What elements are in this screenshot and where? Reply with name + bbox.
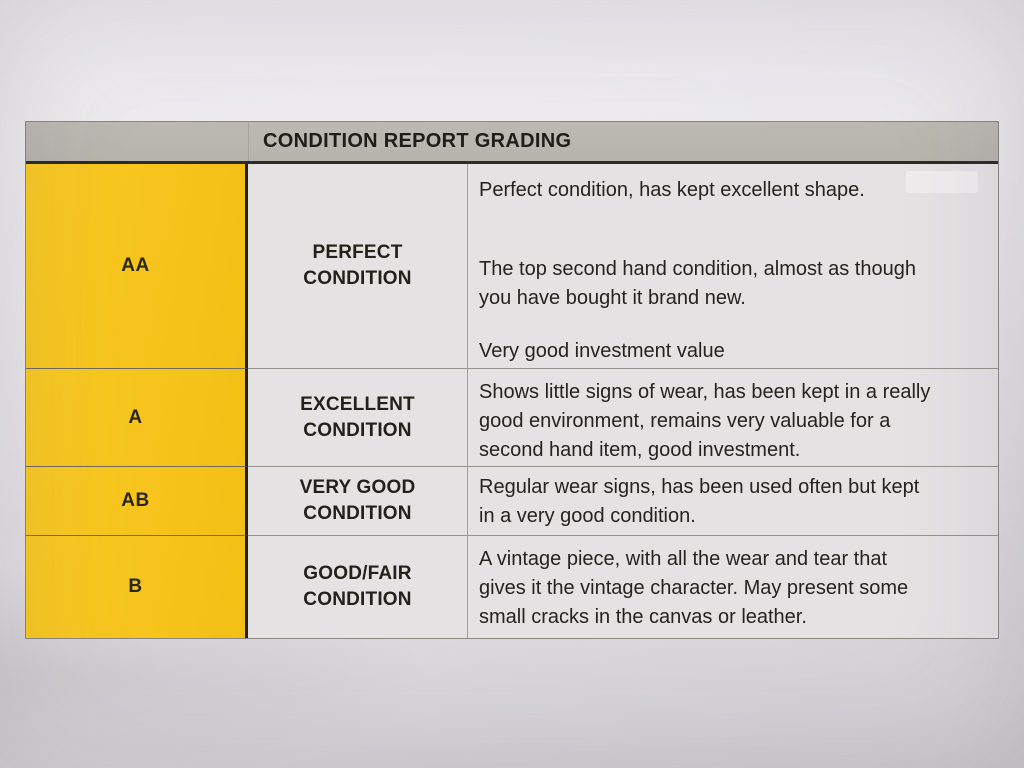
description-paragraph: The top second hand condition, almost as… xyxy=(479,255,974,313)
description-line: second hand item, good investment. xyxy=(479,439,801,461)
description-paragraph: Very good investment value xyxy=(479,337,974,366)
description-paragraph: A vintage piece, with all the wear and t… xyxy=(479,545,974,632)
condition-cell-a: EXCELLENT CONDITION xyxy=(248,368,468,466)
description-paragraph: Regular wear signs, has been used often … xyxy=(479,473,974,531)
description-paragraph: Perfect condition, has kept excellent sh… xyxy=(479,176,974,205)
condition-name-line: VERY GOOD xyxy=(299,477,416,498)
description-cell-a: Shows little signs of wear, has been kep… xyxy=(468,368,998,466)
description-line: Very good investment value xyxy=(479,340,725,362)
condition-name-line: CONDITION xyxy=(303,419,412,441)
condition-name-line: GOOD/FAIR xyxy=(303,563,412,584)
grade-cell-b: B xyxy=(26,535,248,638)
condition-name-line: CONDITION xyxy=(303,589,412,610)
grade-cell-aa: AA xyxy=(26,164,248,368)
description-cell-ab: Regular wear signs, has been used often … xyxy=(468,466,998,535)
description-line: The top second hand condition, almost as… xyxy=(479,258,916,280)
condition-grading-table: CONDITION REPORT GRADING AA PERFECT COND… xyxy=(25,121,999,639)
condition-name-line: PERFECT xyxy=(312,242,403,263)
condition-name-line: EXCELLENT xyxy=(300,393,415,415)
condition-cell-ab: VERY GOOD CONDITION xyxy=(248,466,468,535)
description-line: you have bought it brand new. xyxy=(479,287,746,309)
description-line: Perfect condition, has kept excellent sh… xyxy=(479,179,865,201)
description-cell-b: A vintage piece, with all the wear and t… xyxy=(468,535,998,638)
description-cell-aa: Perfect condition, has kept excellent sh… xyxy=(468,164,998,368)
table-header-row: CONDITION REPORT GRADING xyxy=(26,122,998,164)
description-line: Regular wear signs, has been used often … xyxy=(479,476,920,498)
condition-cell-aa: PERFECT CONDITION xyxy=(248,164,468,368)
condition-name-line: CONDITION xyxy=(303,503,412,524)
description-line: good environment, remains very valuable … xyxy=(479,410,891,432)
grade-cell-a: A xyxy=(26,368,248,466)
grade-cell-ab: AB xyxy=(26,466,248,535)
description-line: A vintage piece, with all the wear and t… xyxy=(479,548,888,570)
description-line: in a very good condition. xyxy=(479,505,696,527)
condition-cell-b: GOOD/FAIR CONDITION xyxy=(248,535,468,638)
description-paragraph: Shows little signs of wear, has been kep… xyxy=(479,378,974,465)
table-title: CONDITION REPORT GRADING xyxy=(263,130,572,152)
description-line: Shows little signs of wear, has been kep… xyxy=(479,381,931,403)
condition-name-line: CONDITION xyxy=(303,268,412,289)
description-line: small cracks in the canvas or leather. xyxy=(479,606,807,628)
description-line: gives it the vintage character. May pres… xyxy=(479,577,909,599)
